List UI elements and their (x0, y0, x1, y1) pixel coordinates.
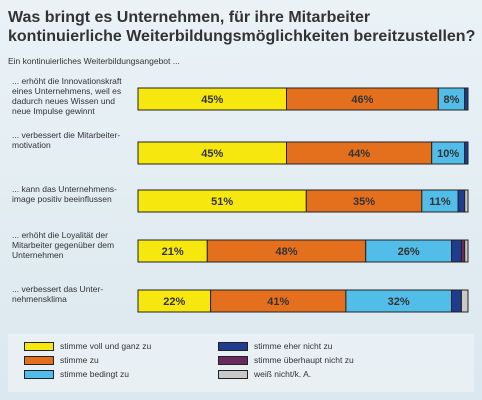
row-label-line: image positiv beeinflussen (12, 194, 112, 204)
bar-segment (464, 239, 469, 263)
legend-swatch (24, 370, 54, 379)
bar-segment (464, 141, 469, 165)
data-label: 22% (163, 296, 185, 308)
data-label: 10% (437, 148, 459, 160)
row-label-line: ... verbessert das Unter- (12, 284, 104, 294)
legend-swatch (218, 370, 248, 379)
chart-subtitle: Ein kontinuierliches Weiterbildungsangeb… (8, 56, 180, 66)
legend-label: weiß nicht/k. A. (254, 369, 312, 379)
legend-swatch (218, 342, 248, 351)
bar-segment (451, 239, 462, 263)
row-label: ... kann das Unternehmens-image positiv … (12, 184, 140, 204)
chart-title: Was bringt es Unternehmen, für ihre Mita… (8, 9, 476, 45)
bar-segment (464, 87, 469, 111)
legend-label: stimme eher nicht zu (254, 341, 333, 351)
data-label: 21% (162, 246, 184, 258)
row-label-line: ... erhöht die Innovationskraft (12, 76, 122, 86)
bar-segment (464, 189, 469, 213)
data-label: 45% (201, 148, 223, 160)
row-label-line: dadurch neues Wissen und (12, 96, 116, 106)
data-label: 11% (429, 196, 451, 208)
bar-segment (460, 289, 469, 313)
data-label: 46% (351, 94, 373, 106)
legend-label: stimme zu (60, 355, 99, 365)
bar-segment (451, 289, 462, 313)
legend-label: stimme bedingt zu (60, 369, 129, 379)
data-label: 41% (267, 296, 289, 308)
row-label: ... verbessert das Unter-nehmensklima (12, 284, 140, 304)
legend-swatch (24, 342, 54, 351)
bar-segment (457, 189, 466, 213)
data-label: 26% (398, 246, 420, 258)
row-label-line: ... erhöht die Loyalität der (12, 230, 108, 240)
legend-label: stimme voll und ganz zu (60, 341, 152, 351)
row-label-line: motivation (12, 140, 51, 150)
row-label: ... verbessert die Mitarbeiter-motivatio… (12, 130, 140, 150)
data-label: 45% (201, 94, 223, 106)
data-label: 44% (348, 148, 370, 160)
row-label-line: Mitarbeiter gegenüber dem (12, 240, 115, 250)
row-label-line: ... verbessert die Mitarbeiter- (12, 130, 121, 140)
row-label-line: nehmensklima (12, 294, 67, 304)
data-label: 35% (353, 196, 375, 208)
data-label: 32% (388, 296, 410, 308)
data-label: 51% (211, 196, 233, 208)
data-label: 8% (444, 94, 460, 106)
row-label: ... erhöht die Loyalität der Mitarbeiter … (12, 230, 140, 260)
row-label-line: neue Impulse gewinnt (12, 106, 95, 116)
row-label-line: Unternehmen (12, 250, 64, 260)
data-label: 48% (275, 246, 297, 258)
legend-label: stimme überhaupt nicht zu (254, 355, 354, 365)
row-label: ... erhöht die Innovationskraft eines Unt… (12, 76, 140, 116)
row-label-line: eines Unternehmens, weil es (12, 86, 122, 96)
legend-swatch (218, 356, 248, 365)
row-label-line: ... kann das Unternehmens- (12, 184, 117, 194)
legend-swatch (24, 356, 54, 365)
